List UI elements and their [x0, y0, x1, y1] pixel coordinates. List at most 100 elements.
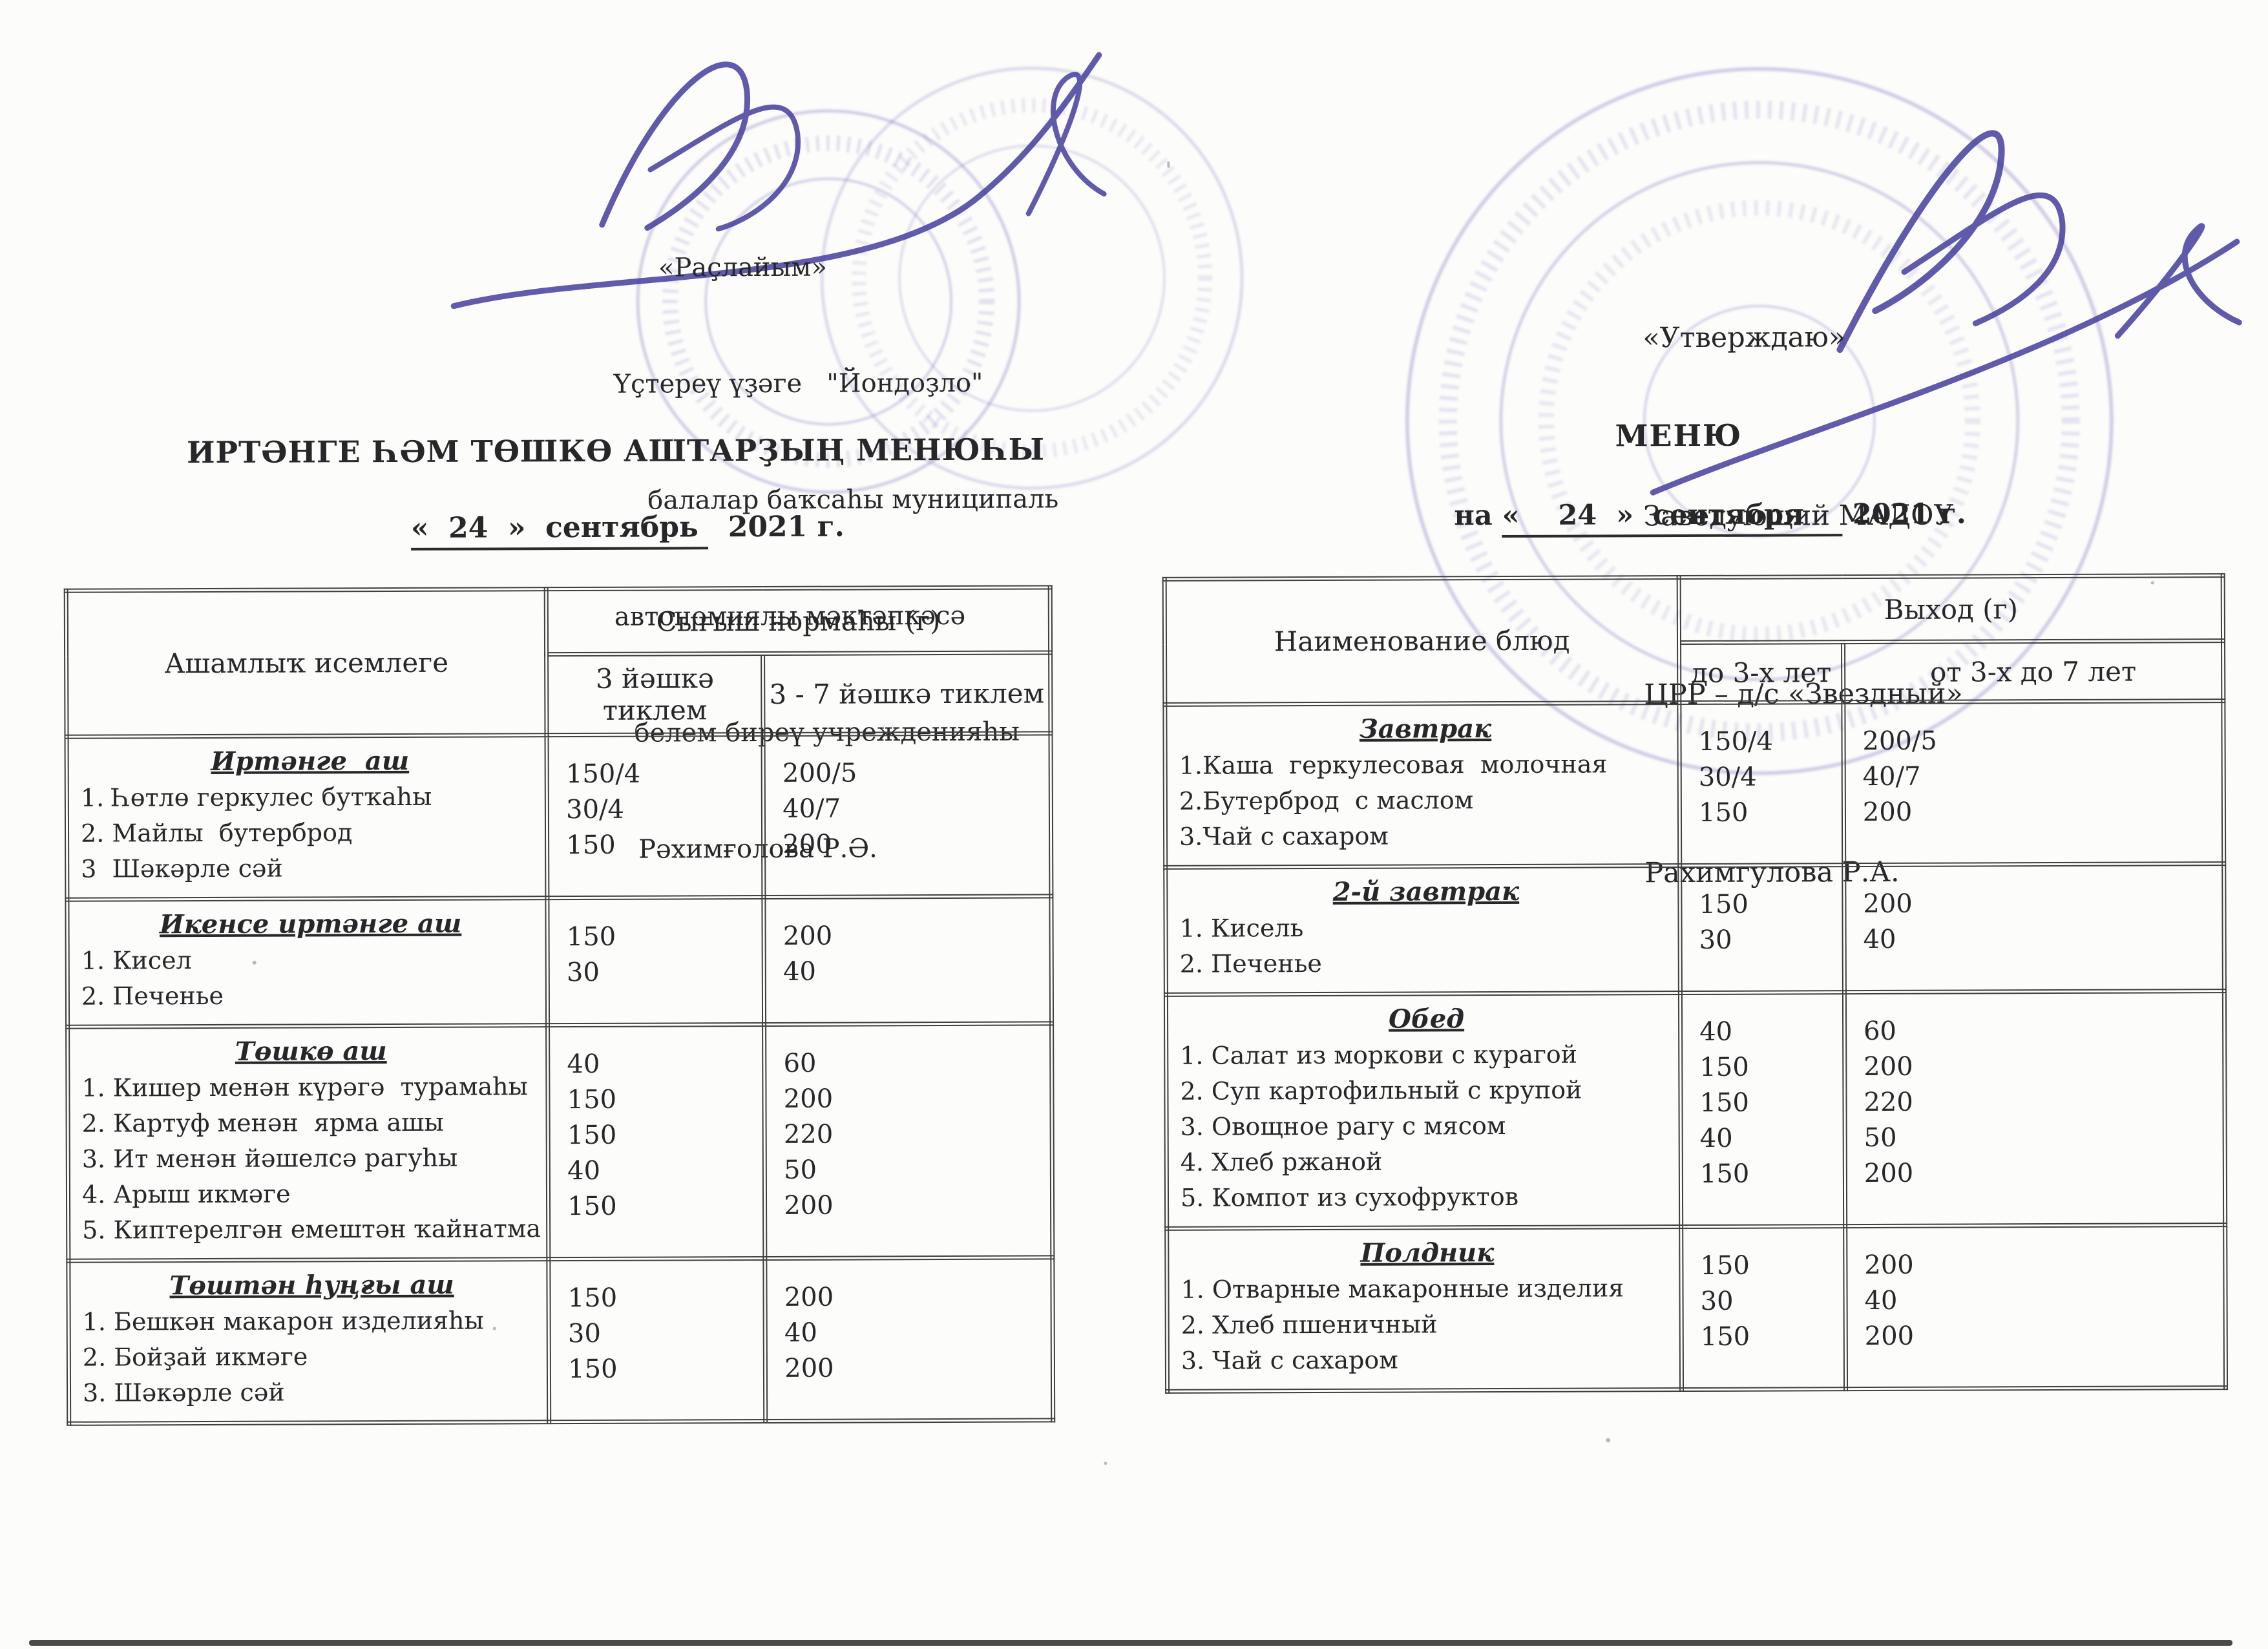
header-output-column: Сығыш нормаһы (г) — [546, 587, 1051, 655]
portion-younger: 150/4 — [1698, 726, 1773, 757]
portion-younger: 150 — [566, 830, 616, 861]
portion-younger: 30 — [1700, 1286, 1734, 1316]
dish-name: 3. Шәкәрле сәй — [82, 1378, 285, 1407]
section-title: Полдник — [1360, 1237, 1495, 1268]
menu-section-row: 2-й завтрак 1. Кисель 2. Печенье 150 30 200 40 — [1165, 863, 2225, 995]
portion-younger: 40 — [1699, 1016, 1733, 1047]
menu-date-russian: на « 24 » сентября 2021 г. — [1454, 498, 1966, 538]
portion-older: 200 — [1864, 1321, 1915, 1352]
portion-older: 40 — [784, 1318, 817, 1348]
portion-older: 200 — [1863, 888, 1913, 919]
portion-younger: 150 — [1699, 1087, 1750, 1118]
russian-menu-table: Наименование блюд Выход (г) до 3-х лет от 3… — [1162, 573, 2228, 1394]
portion-younger: 150/4 — [565, 759, 641, 790]
header-age-column-1: до 3-х лет — [1679, 642, 1843, 703]
portion-older: 40/7 — [782, 793, 841, 824]
portion-older: 40 — [1863, 924, 1896, 955]
portion-younger: 30 — [1699, 925, 1732, 955]
portion-older: 40 — [1864, 1285, 1898, 1316]
portion-older: 200 — [782, 921, 833, 951]
portion-older: 200 — [783, 1084, 834, 1114]
date-prefix: на — [1454, 499, 1502, 532]
portion-younger: 30/4 — [566, 794, 625, 825]
portion-younger: 150 — [1699, 1159, 1750, 1189]
scan-speck — [2150, 581, 2154, 585]
portion-younger: 150 — [568, 1354, 618, 1385]
portion-younger: 150 — [567, 1120, 617, 1151]
portion-older: 200 — [784, 1353, 834, 1383]
header-age-column-1: 3 йәшкә тиклем — [546, 653, 764, 735]
dish-name: 1. Кисель — [1179, 914, 1304, 943]
dish-name: 2. Майлы бутерброд — [80, 818, 353, 848]
scan-speck — [1104, 1462, 1108, 1465]
portion-younger: 150 — [567, 1283, 618, 1314]
header-age-column-2: 3 - 7 йәшкә тиклем — [762, 652, 1051, 735]
portion-younger: 40 — [1699, 1123, 1733, 1153]
dish-name: 3 Шәкәрле сәй — [81, 854, 283, 883]
portion-older: 200 — [1864, 1158, 1914, 1189]
dish-name: 1. Бешкән макарон изделияһы — [82, 1306, 484, 1336]
dish-name: 2. Печенье — [1179, 949, 1322, 978]
portion-older: 50 — [784, 1155, 817, 1185]
dish-name: 4. Хлеб ржаной — [1180, 1147, 1383, 1177]
dish-name: 1. Кисел — [81, 946, 192, 975]
portion-younger: 150 — [1700, 1321, 1750, 1352]
dish-name: 2. Картуф менән ярма ашы — [81, 1108, 444, 1138]
dish-name: 2. Хлеб пшеничный — [1181, 1310, 1438, 1339]
portion-older: 200 — [784, 1190, 834, 1221]
dish-name: 4. Арыш икмәге — [81, 1179, 291, 1209]
bashkir-menu-table-area: Ашамлыҡ исемлеге Сығыш нормаһы (г) 3 йәшкә… — [64, 585, 1056, 1425]
menu-section-row: Төштән һуңғы аш 1. Бешкән макарон изделия… — [68, 1257, 1053, 1424]
portion-older: 220 — [1864, 1087, 1913, 1118]
portion-younger: 150 — [567, 1084, 617, 1115]
dish-name: 3.Чай с сахаром — [1179, 821, 1389, 851]
portion-younger: 150 — [566, 921, 616, 952]
menu-section-row: Иртәнге аш 1. Һөтлө геркулес бутҡаһы 2. Ма… — [67, 733, 1051, 900]
date-year-part: 2021 г. — [1842, 498, 1966, 531]
dish-name: 2. Печенье — [81, 981, 224, 1011]
dish-name: 1.Каша геркулесовая молочная — [1179, 750, 1608, 780]
header-output-column: Выход (г) — [1679, 575, 2223, 643]
portion-older: 60 — [783, 1048, 817, 1078]
dish-name: 3. Чай с сахаром — [1181, 1345, 1398, 1375]
dish-name: 5. Киптерелгән емештән ҡайнатма — [82, 1214, 541, 1245]
dish-name: 3. Овощное рагу с мясом — [1180, 1111, 1506, 1141]
portion-older: 200 — [1864, 1051, 1913, 1082]
portion-younger: 150 — [1699, 889, 1748, 919]
menu-section-row: Завтрак 1.Каша геркулесовая молочная 2.Бут… — [1164, 700, 2224, 868]
header-dish-column: Наименование блюд — [1164, 577, 1679, 705]
date-underlined-part: « 24 » сентябрь — [410, 510, 709, 551]
dish-name: 2. Бойҙай икмәге — [82, 1342, 308, 1372]
header-dish-column: Ашамлыҡ исемлеге — [66, 589, 547, 737]
section-title: Төштән һуңғы аш — [169, 1269, 454, 1301]
section-title: Завтрак — [1359, 713, 1492, 744]
portion-older: 40/7 — [1862, 761, 1921, 792]
portion-younger: 40 — [567, 1155, 601, 1186]
portion-older: 220 — [783, 1119, 834, 1150]
dish-name: 1. Һөтлө геркулес бутҡаһы — [80, 782, 432, 812]
dish-name: 1. Кишер менән күрәгә турамаһы — [81, 1072, 528, 1102]
menu-title-bashkir: ИРТӘНГЕ ҺӘМ ТӨШКӨ АШТАРҘЫҢ МЕНЮҺЫ — [186, 432, 1045, 470]
portion-younger: 150 — [567, 1191, 617, 1222]
dish-name: 1. Салат из моркови с курагой — [1180, 1040, 1578, 1070]
portion-younger: 150 — [1698, 797, 1748, 828]
section-title: Обед — [1389, 1003, 1465, 1035]
menu-date-bashkir: « 24 » сентябрь 2021 г. — [410, 510, 845, 551]
portion-younger: 40 — [567, 1049, 600, 1080]
date-year-part: 2021 г. — [708, 510, 845, 544]
menu-section-row: Обед 1. Салат из моркови с курагой 2. Суп … — [1166, 991, 2225, 1229]
header-age-column-2: от 3-х до 7 лет — [1843, 640, 2223, 702]
menu-section-row: Икенсе иртәнге аш 1. Кисел 2. Печенье 150 30… — [67, 896, 1052, 1027]
portion-younger: 150 — [1700, 1250, 1750, 1281]
portion-older: 200 — [1862, 797, 1913, 828]
section-title: Икенсе иртәнге аш — [159, 908, 462, 940]
portion-younger: 150 — [1699, 1052, 1749, 1082]
bashkir-menu-table: Ашамлыҡ исемлеге Сығыш нормаһы (г) 3 йәшкә… — [64, 585, 1056, 1425]
dish-name: 3. Ит менән йәшелсә рагуһы — [81, 1143, 458, 1173]
menu-section-row: Полдник 1. Отварные макаронные изделия 2. … — [1166, 1224, 2226, 1392]
portion-younger: 30 — [567, 1318, 601, 1349]
portion-older: 40 — [782, 956, 817, 987]
russian-menu-table-area: Наименование блюд Выход (г) до 3-х лет от 3… — [1162, 573, 2228, 1394]
